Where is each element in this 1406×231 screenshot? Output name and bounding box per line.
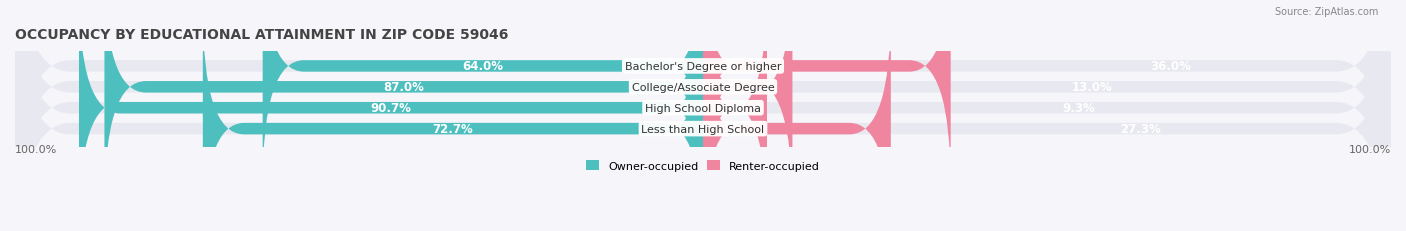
- Text: 90.7%: 90.7%: [371, 102, 412, 115]
- FancyBboxPatch shape: [703, 10, 891, 231]
- FancyBboxPatch shape: [15, 0, 1391, 227]
- FancyBboxPatch shape: [15, 0, 1391, 231]
- Text: College/Associate Degree: College/Associate Degree: [631, 82, 775, 92]
- Text: 100.0%: 100.0%: [15, 145, 58, 155]
- Text: OCCUPANCY BY EDUCATIONAL ATTAINMENT IN ZIP CODE 59046: OCCUPANCY BY EDUCATIONAL ATTAINMENT IN Z…: [15, 28, 509, 42]
- Text: 87.0%: 87.0%: [384, 81, 425, 94]
- Text: Less than High School: Less than High School: [641, 124, 765, 134]
- Text: Source: ZipAtlas.com: Source: ZipAtlas.com: [1274, 7, 1378, 17]
- FancyBboxPatch shape: [263, 0, 703, 186]
- FancyBboxPatch shape: [703, 0, 793, 207]
- Text: 9.3%: 9.3%: [1063, 102, 1095, 115]
- FancyBboxPatch shape: [79, 0, 703, 227]
- FancyBboxPatch shape: [15, 0, 1391, 231]
- FancyBboxPatch shape: [703, 0, 950, 186]
- Text: 27.3%: 27.3%: [1121, 123, 1161, 136]
- Text: 64.0%: 64.0%: [463, 60, 503, 73]
- Text: 100.0%: 100.0%: [1348, 145, 1391, 155]
- FancyBboxPatch shape: [104, 0, 703, 207]
- Legend: Owner-occupied, Renter-occupied: Owner-occupied, Renter-occupied: [581, 156, 825, 176]
- Text: 72.7%: 72.7%: [433, 123, 474, 136]
- Text: Bachelor's Degree or higher: Bachelor's Degree or higher: [624, 62, 782, 72]
- Text: 36.0%: 36.0%: [1150, 60, 1191, 73]
- FancyBboxPatch shape: [703, 0, 768, 227]
- FancyBboxPatch shape: [202, 10, 703, 231]
- Text: 13.0%: 13.0%: [1071, 81, 1112, 94]
- Text: High School Diploma: High School Diploma: [645, 103, 761, 113]
- FancyBboxPatch shape: [15, 0, 1391, 231]
